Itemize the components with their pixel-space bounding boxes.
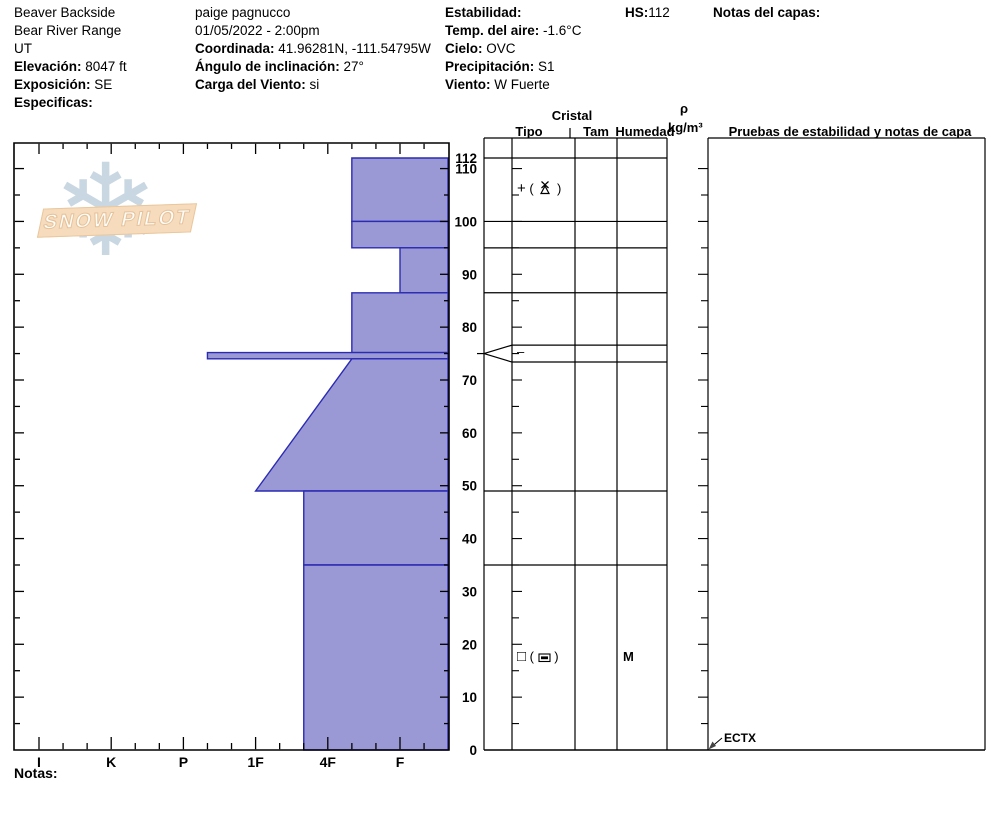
snow-layer-bar (254, 358, 449, 492)
header-layer-notes-column: Notas del capas: (713, 4, 820, 22)
table-header-stability-notes: Pruebas de estabilidad y notas de capa (728, 124, 972, 139)
snowpilot-logo: ❄ SNOW PILOT (30, 140, 210, 300)
chart-text: 100 (454, 214, 477, 229)
ectx-arrowhead (708, 741, 716, 750)
header-weather-column: Estabilidad: Temp. del aire: -1.6°C Cielo:… (445, 4, 581, 94)
chart-text: 110 (455, 162, 477, 177)
header-line: Especificas: (14, 95, 93, 110)
table-header-density-units: kg/m³ (668, 120, 703, 135)
header-line: Cielo: OVC (445, 41, 516, 56)
chart-text: 112 (455, 151, 477, 166)
chart-text: I (37, 754, 41, 770)
snow-layer-bar (351, 220, 449, 249)
table-header-humedad: Humedad (615, 124, 675, 139)
snow-layer-bar (351, 292, 449, 354)
snow-layer-bar (351, 157, 449, 223)
grain-icon-triangle-x (540, 180, 551, 194)
chart-text: 70 (462, 373, 477, 388)
chart-line (483, 352, 513, 363)
header-line: Coordinada: 41.96281N, -111.54795W (195, 41, 431, 56)
snow-layer-bar (206, 351, 449, 360)
header-line: Estabilidad: (445, 5, 522, 20)
chart-text: 30 (462, 584, 477, 599)
header-line: Exposición: SE (14, 77, 113, 92)
chart-text: 20 (462, 637, 477, 652)
header-line: Elevación: 8047 ft (14, 59, 127, 74)
chart-text: 10 (462, 690, 477, 705)
chart-text: 1F (247, 754, 264, 770)
grain-icon-boxed-bar (538, 652, 551, 662)
table-header-density-rho: ρ (679, 101, 689, 116)
chart-text: F (396, 754, 405, 770)
stability-test-label: ECTX (724, 731, 757, 745)
header-line: Ángulo de inclinación: 27° (195, 59, 364, 74)
table-header-tipo: Tipo (515, 124, 543, 139)
chart-text: 90 (462, 267, 477, 282)
header-hs-column: HS:112 (625, 4, 670, 22)
plot-frame (13, 142, 450, 751)
header-line: Bear River Range (14, 23, 122, 38)
chart-text: 80 (462, 320, 477, 335)
header-line: Carga del Viento: si (195, 77, 320, 92)
wetness-cell: M (623, 648, 634, 664)
header-line: Notas del capas: (713, 5, 821, 20)
header-line: UT (14, 41, 32, 56)
snow-layer-bar (303, 564, 449, 751)
header-line: paige pagnucco (195, 5, 291, 20)
notes-label: Notas: (14, 765, 58, 781)
header-line: 01/05/2022 - 2:00pm (195, 23, 320, 38)
chart-text: 40 (462, 532, 477, 547)
chart-text: K (106, 754, 116, 770)
snow-layer-bar (303, 490, 449, 566)
chart-text: 0 (469, 743, 477, 758)
chart-text: 60 (462, 426, 477, 441)
snow-layer-bar (399, 247, 449, 294)
header-observer-column: paige pagnucco 01/05/2022 - 2:00pm Coordin… (195, 4, 431, 94)
header-line: HS:112 (625, 5, 670, 20)
grain-type-cell: – (517, 343, 525, 359)
header-line: Temp. del aire: -1.6°C (445, 23, 582, 38)
header-location-column: Beaver Backside Bear River Range UT Elevaci… (14, 4, 127, 112)
header-line: Beaver Backside (14, 5, 116, 20)
chart-text: 50 (462, 479, 477, 494)
chart-text: P (179, 754, 188, 770)
chart-line (483, 344, 513, 355)
grain-type-cell: + ( ) (517, 179, 562, 197)
chart-text: 4F (320, 754, 337, 770)
grain-type-cell: □ ( ) (517, 647, 559, 665)
header-line: Viento: W Fuerte (445, 77, 550, 92)
header-line: Precipitación: S1 (445, 59, 555, 74)
table-header-tam: Tam (583, 124, 609, 139)
table-header-cristal: Cristal (551, 108, 593, 123)
